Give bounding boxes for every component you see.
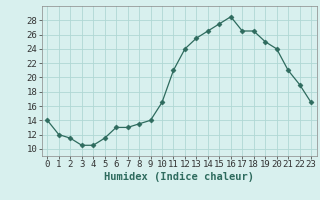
- X-axis label: Humidex (Indice chaleur): Humidex (Indice chaleur): [104, 172, 254, 182]
